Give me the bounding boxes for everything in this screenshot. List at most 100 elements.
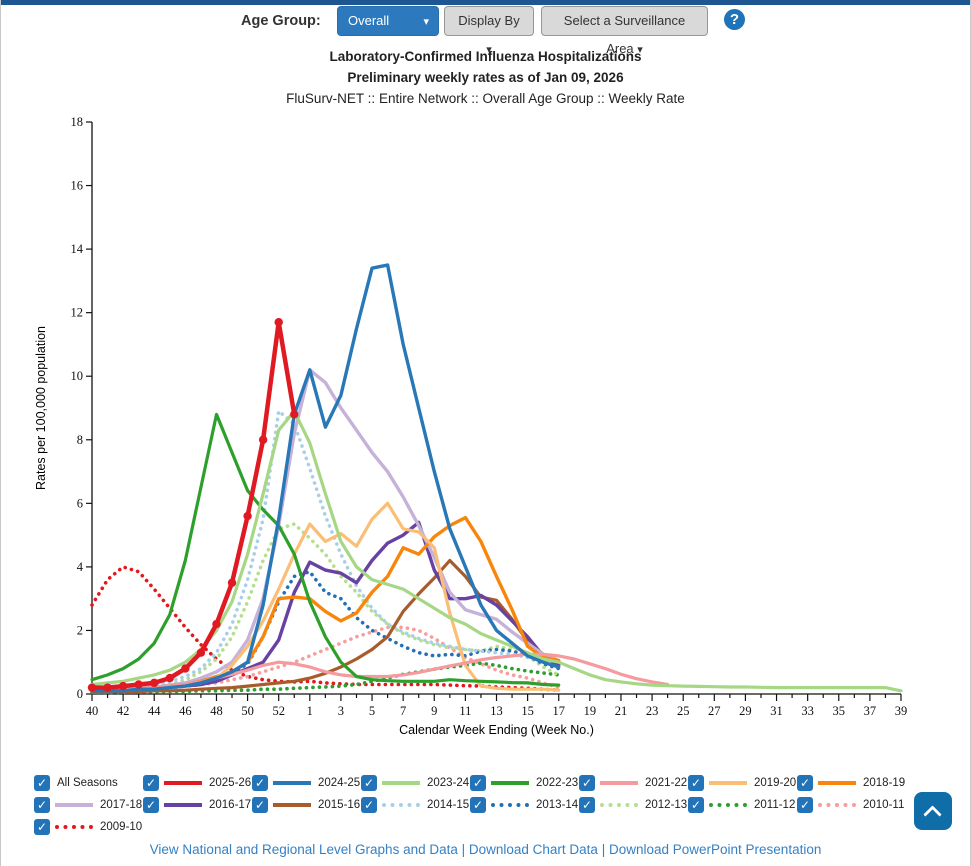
legend-checkbox-checked[interactable]: ✓ (34, 797, 50, 813)
legend-checkbox-checked[interactable]: ✓ (361, 797, 377, 813)
scroll-to-top-button[interactable] (914, 792, 952, 830)
legend-checkbox-checked[interactable]: ✓ (688, 775, 704, 791)
legend-label: 2009-10 (100, 821, 143, 833)
x-tick-label: 15 (521, 704, 534, 718)
legend-item-2018-19: ✓ 2018-19 (797, 772, 906, 794)
legend-checkbox-checked[interactable]: ✓ (797, 775, 813, 791)
y-tick-label: 8 (77, 433, 83, 447)
series-marker-2025-26[interactable] (196, 648, 206, 657)
series-marker-2025-26[interactable] (181, 664, 190, 673)
series-marker-2025-26[interactable] (227, 578, 237, 587)
legend-line-sample (709, 803, 747, 807)
series-marker-2025-26[interactable] (134, 680, 143, 689)
legend-checkbox-checked[interactable]: ✓ (470, 797, 486, 813)
legend-line-sample (382, 803, 420, 807)
series-marker-2025-26[interactable] (290, 410, 299, 419)
x-tick-label: 39 (895, 704, 908, 718)
legend-item-2012-13: ✓ 2012-13 (579, 794, 688, 816)
legend-checkbox-checked[interactable]: ✓ (143, 775, 159, 791)
x-tick-label: 13 (490, 704, 503, 718)
y-axis-title: Rates per 100,000 population (34, 326, 48, 490)
display-by-button[interactable]: Display By ▾ (444, 6, 534, 56)
y-tick-label: 0 (77, 687, 83, 701)
age-group-dropdown[interactable]: Overall ▾ (337, 6, 439, 36)
chart-network-line: FluSurv-NET :: Entire Network :: Overall… (286, 91, 685, 106)
x-tick-label: 27 (708, 704, 721, 718)
series-line-2022-23[interactable] (90, 412, 561, 687)
legend-checkbox-checked[interactable]: ✓ (143, 797, 159, 813)
footer-link-3[interactable]: Download PowerPoint Presentation (608, 842, 822, 857)
legend-line-sample (491, 781, 529, 785)
legend-item-2010-11: ✓ 2010-11 (797, 794, 906, 816)
series-marker-2025-26[interactable] (87, 683, 97, 692)
series-line-2018-19[interactable] (90, 515, 561, 693)
x-tick-label: 46 (179, 704, 192, 718)
legend-checkbox-checked[interactable]: ✓ (470, 775, 486, 791)
legend-line-sample (164, 803, 202, 807)
footer-link-1[interactable]: View National and Regional Level Graphs … (149, 842, 458, 857)
x-axis-title: Calendar Week Ending (Week No.) (399, 723, 594, 737)
series-line-2023-24[interactable] (90, 409, 903, 693)
y-tick-label: 2 (77, 623, 83, 637)
legend-item-2009-10: ✓ 2009-10 (34, 816, 143, 838)
legend-item-2017-18: ✓ 2017-18 (34, 794, 143, 816)
legend-checkbox-checked[interactable]: ✓ (361, 775, 377, 791)
legend-item-2016-17: ✓ 2016-17 (143, 794, 252, 816)
surveillance-area-label: Select a Surveillance Area (563, 13, 686, 56)
legend-line-sample (818, 803, 856, 807)
series-marker-2025-26[interactable] (274, 318, 283, 327)
x-tick-label: 3 (338, 704, 344, 718)
y-tick-label: 14 (71, 242, 84, 256)
y-tick-label: 4 (77, 560, 84, 574)
legend-line-sample (55, 825, 93, 829)
help-icon[interactable]: ? (724, 9, 745, 30)
legend-line-sample (55, 803, 93, 807)
x-tick-label: 25 (677, 704, 690, 718)
chart-controls-bar: Age Group: Overall ▾ Display By ▾ Select… (1, 6, 970, 56)
series-marker-2025-26[interactable] (150, 678, 159, 688)
legend-checkbox-checked[interactable]: ✓ (252, 797, 268, 813)
footer-link-2[interactable]: Download Chart Data (468, 842, 598, 857)
series-marker-2025-26[interactable] (118, 681, 128, 691)
x-tick-label: 11 (459, 704, 471, 718)
surveillance-area-button[interactable]: Select a Surveillance Area ▾ (541, 6, 708, 56)
legend-line-sample (382, 781, 420, 785)
legend-label: 2012-13 (645, 799, 688, 811)
y-tick-label: 16 (71, 179, 84, 193)
legend-label: 2017-18 (100, 799, 143, 811)
series-marker-2025-26[interactable] (212, 619, 221, 629)
legend-line-sample (600, 803, 638, 807)
series-line-2009-10[interactable] (90, 565, 561, 692)
chevron-down-icon: ▾ (637, 44, 643, 56)
y-tick-label: 6 (77, 496, 83, 510)
chevron-down-icon: ▾ (423, 16, 429, 28)
legend-line-sample (273, 803, 311, 807)
x-tick-label: 37 (864, 704, 877, 718)
legend-item-2025-26: ✓ 2025-26 (143, 772, 252, 794)
legend-label: 2010-11 (863, 799, 905, 811)
series-line-2014-15[interactable] (90, 409, 561, 691)
legend-checkbox-checked[interactable]: ✓ (34, 775, 50, 791)
x-tick-label: 52 (272, 704, 285, 718)
legend-checkbox-checked[interactable]: ✓ (252, 775, 268, 791)
series-line-2019-20[interactable] (90, 501, 561, 693)
legend-checkbox-checked[interactable]: ✓ (579, 797, 595, 813)
legend-checkbox-checked[interactable]: ✓ (797, 797, 813, 813)
legend-checkbox-checked[interactable]: ✓ (34, 819, 50, 835)
x-tick-label: 29 (739, 704, 752, 718)
link-separator: | (457, 842, 469, 857)
series-marker-2025-26[interactable] (243, 511, 252, 521)
legend-label: 2019-20 (754, 777, 797, 789)
chevron-down-icon: ▾ (486, 44, 492, 56)
y-tick-label: 18 (71, 115, 84, 129)
series-line-2017-18[interactable] (90, 368, 561, 693)
series-marker-2025-26[interactable] (165, 673, 174, 683)
legend-label: 2023-24 (427, 777, 470, 789)
legend-checkbox-checked[interactable]: ✓ (688, 797, 704, 813)
series-marker-2025-26[interactable] (258, 435, 268, 444)
legend-checkbox-checked[interactable]: ✓ (579, 775, 595, 791)
series-marker-2025-26[interactable] (103, 683, 112, 692)
legend-item-2011-12: ✓ 2011-12 (688, 794, 797, 816)
series-line-2024-25[interactable] (90, 263, 561, 693)
